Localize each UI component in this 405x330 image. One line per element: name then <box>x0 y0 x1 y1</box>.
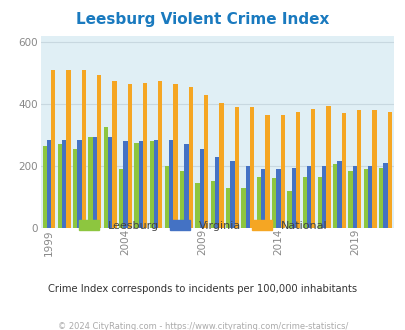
Bar <box>271 178 275 228</box>
Bar <box>317 177 321 228</box>
Bar <box>88 137 92 228</box>
Bar <box>169 140 173 228</box>
Bar <box>363 169 367 228</box>
Bar <box>275 169 280 228</box>
Bar <box>104 127 108 228</box>
Bar <box>291 168 295 228</box>
Bar <box>286 191 291 228</box>
Bar <box>81 70 86 228</box>
Bar <box>77 140 81 228</box>
Bar <box>332 164 337 228</box>
Bar <box>234 107 238 228</box>
Bar <box>123 141 127 228</box>
Bar <box>180 171 184 228</box>
Bar <box>149 141 153 228</box>
Bar <box>158 81 162 228</box>
Legend: Leesburg, Virginia, National: Leesburg, Virginia, National <box>74 216 331 235</box>
Bar <box>256 177 260 228</box>
Bar <box>199 149 204 228</box>
Bar <box>249 107 254 228</box>
Bar <box>184 144 188 228</box>
Bar <box>230 161 234 228</box>
Bar <box>337 161 341 228</box>
Text: Leesburg Violent Crime Index: Leesburg Violent Crime Index <box>76 12 329 26</box>
Text: © 2024 CityRating.com - https://www.cityrating.com/crime-statistics/: © 2024 CityRating.com - https://www.city… <box>58 322 347 330</box>
Bar <box>226 187 230 228</box>
Bar <box>306 166 310 228</box>
Bar <box>367 166 371 228</box>
Bar <box>241 187 245 228</box>
Bar <box>173 84 177 228</box>
Bar <box>97 75 101 228</box>
Bar <box>92 137 97 228</box>
Bar <box>112 81 116 228</box>
Bar <box>66 70 70 228</box>
Bar <box>356 111 360 228</box>
Bar <box>119 169 123 228</box>
Bar <box>321 166 326 228</box>
Bar <box>58 144 62 228</box>
Bar <box>352 166 356 228</box>
Bar <box>204 95 208 228</box>
Bar <box>51 70 55 228</box>
Bar <box>127 84 132 228</box>
Bar <box>387 112 391 228</box>
Bar <box>153 140 158 228</box>
Bar <box>73 149 77 228</box>
Bar <box>143 82 147 228</box>
Bar <box>134 143 138 228</box>
Bar <box>302 177 306 228</box>
Bar <box>260 169 264 228</box>
Bar <box>188 87 192 228</box>
Bar <box>195 183 199 228</box>
Bar <box>341 114 345 228</box>
Bar <box>280 115 284 228</box>
Bar <box>295 112 299 228</box>
Bar <box>382 163 387 228</box>
Bar <box>47 140 51 228</box>
Bar <box>245 166 249 228</box>
Bar <box>219 103 223 228</box>
Bar <box>215 157 219 228</box>
Bar <box>62 140 66 228</box>
Bar <box>347 171 352 228</box>
Bar <box>310 109 315 228</box>
Text: Crime Index corresponds to incidents per 100,000 inhabitants: Crime Index corresponds to incidents per… <box>48 284 357 294</box>
Bar <box>264 115 269 228</box>
Bar <box>164 166 169 228</box>
Bar <box>378 168 382 228</box>
Bar <box>138 141 143 228</box>
Bar <box>371 111 375 228</box>
Bar <box>43 146 47 228</box>
Bar <box>326 106 330 228</box>
Bar <box>210 182 215 228</box>
Bar <box>108 137 112 228</box>
